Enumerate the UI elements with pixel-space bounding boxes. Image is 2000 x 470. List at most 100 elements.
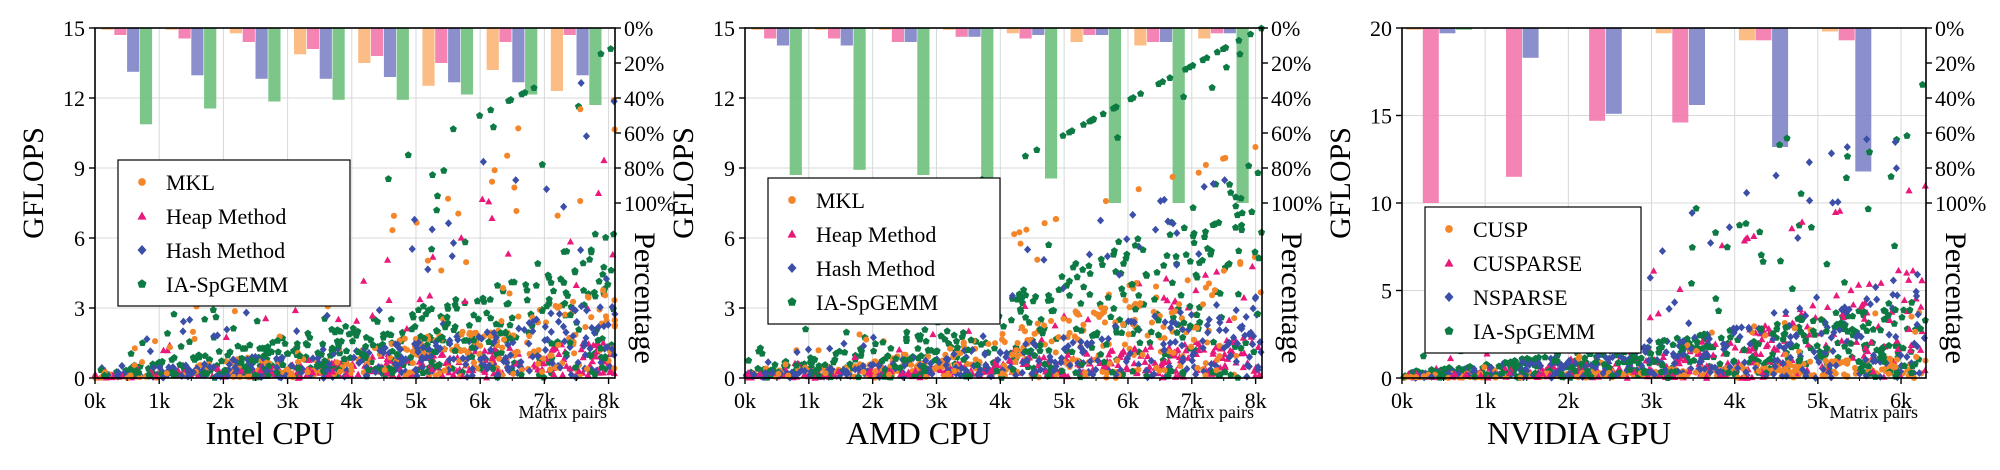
- point-1: [1114, 361, 1122, 368]
- point-3: [1086, 117, 1094, 125]
- point-0: [1048, 317, 1055, 325]
- point-3: [1865, 148, 1874, 156]
- point-2: [275, 372, 283, 381]
- point-1: [1650, 267, 1658, 274]
- point-2: [1820, 317, 1828, 326]
- point-3: [1773, 325, 1781, 333]
- point-2: [1646, 273, 1654, 282]
- legend-label-2: Hash Method: [816, 256, 935, 281]
- point-3: [1918, 80, 1927, 88]
- point-3: [870, 347, 878, 355]
- point-2: [1060, 333, 1068, 342]
- point-3: [1781, 329, 1789, 337]
- point-3: [1058, 272, 1066, 280]
- y2-axis: 0% 20% 40% 60% 80% 100%: [1262, 16, 1322, 216]
- point-2: [462, 360, 470, 369]
- point-2: [1646, 336, 1654, 345]
- point-1: [360, 277, 368, 284]
- point-0: [1202, 360, 1209, 367]
- point-0: [1023, 226, 1030, 233]
- point-0: [775, 370, 782, 377]
- point-0: [466, 331, 473, 338]
- point-3: [1756, 228, 1764, 236]
- x-tick-label: 2k: [862, 388, 884, 413]
- point-3: [1626, 366, 1634, 373]
- point-3: [201, 352, 209, 359]
- point-1: [291, 306, 300, 314]
- point-1: [540, 359, 548, 367]
- point-3: [508, 278, 516, 286]
- point-2: [869, 333, 878, 342]
- point-1: [1832, 291, 1841, 299]
- point-2: [1737, 323, 1746, 332]
- percentage-bar-3-0: [294, 28, 307, 55]
- point-2: [1002, 349, 1011, 358]
- point-3: [1131, 305, 1140, 313]
- point-1: [1877, 279, 1885, 286]
- point-1: [584, 371, 592, 378]
- point-2: [1171, 337, 1179, 346]
- point-0: [999, 330, 1006, 338]
- point-3: [566, 339, 574, 346]
- point-2: [1787, 339, 1795, 348]
- point-2: [1002, 353, 1010, 362]
- point-2: [1229, 333, 1238, 342]
- point-3: [1179, 333, 1187, 341]
- point-2: [1052, 362, 1060, 371]
- point-3: [1086, 290, 1094, 298]
- point-3: [476, 111, 484, 119]
- point-3: [1655, 345, 1664, 353]
- point-3: [571, 267, 579, 274]
- point-2: [1190, 349, 1198, 357]
- point-3: [1044, 297, 1052, 304]
- percentage-bar-5-3: [460, 28, 474, 95]
- point-3: [892, 355, 900, 362]
- point-3: [590, 288, 598, 296]
- point-2: [1178, 341, 1186, 350]
- point-3: [1190, 229, 1198, 237]
- point-3: [485, 338, 493, 345]
- point-2: [1057, 358, 1065, 367]
- point-2: [478, 334, 486, 343]
- point-3: [591, 230, 599, 238]
- point-3: [1119, 290, 1127, 298]
- point-2: [1115, 270, 1123, 279]
- point-3: [1817, 352, 1825, 360]
- point-1: [1646, 313, 1654, 321]
- percentage-bar-6-0: [486, 28, 499, 70]
- point-3: [1128, 367, 1137, 375]
- point-3: [1455, 364, 1463, 372]
- point-3: [1168, 279, 1176, 286]
- point-0: [1016, 229, 1023, 236]
- point-2: [1910, 339, 1918, 348]
- point-1: [911, 367, 920, 374]
- point-3: [587, 246, 595, 254]
- point-1: [478, 195, 486, 203]
- point-1: [1192, 286, 1200, 294]
- point-3: [601, 354, 609, 362]
- point-0: [1011, 231, 1018, 238]
- chart-panel-intel: 0k 1k 2k 3k 4k 5k 6k 7k 8k 0 3 6 9 12 15 0% 20% 40% 60% 80%…: [0, 0, 675, 470]
- percentage-bar-1-2: [191, 28, 204, 76]
- point-3: [1193, 311, 1201, 318]
- point-3: [444, 305, 452, 312]
- point-0: [1257, 289, 1264, 296]
- y-tick-label: 15: [1370, 104, 1392, 129]
- point-3: [1238, 221, 1246, 229]
- point-3: [145, 371, 153, 378]
- point-2: [804, 345, 813, 354]
- point-0: [885, 371, 893, 378]
- point-1: [1165, 357, 1173, 365]
- point-0: [515, 313, 522, 320]
- point-2: [1209, 179, 1217, 188]
- point-3: [1097, 350, 1105, 358]
- point-0: [1844, 357, 1852, 364]
- point-2: [1653, 355, 1661, 364]
- point-0: [283, 366, 290, 373]
- point-0: [1102, 197, 1109, 205]
- y2-tick-label: 80%: [1271, 156, 1311, 181]
- point-3: [1238, 209, 1246, 217]
- point-3: [319, 340, 327, 348]
- point-3: [607, 266, 615, 274]
- y2-tick-label: 40%: [1271, 86, 1311, 111]
